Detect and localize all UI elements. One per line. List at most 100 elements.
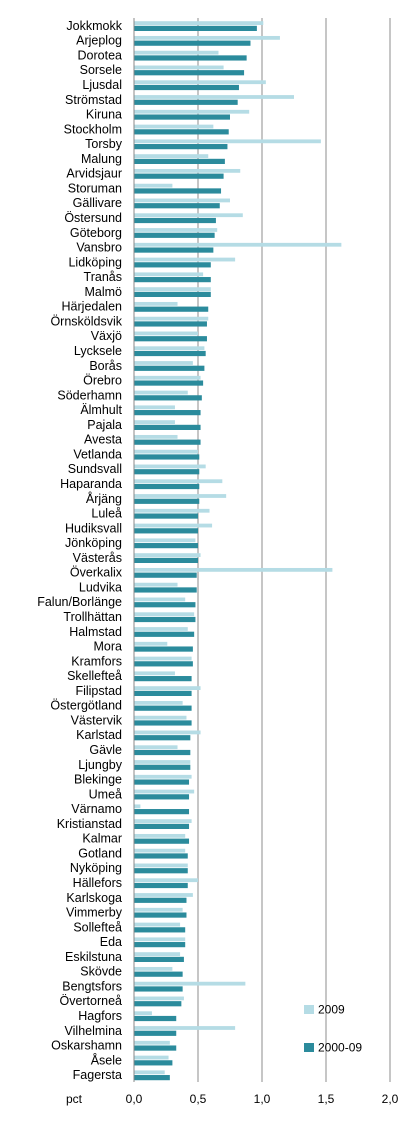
category-label: Gävle (89, 743, 122, 757)
bar-2000-09 (134, 587, 197, 593)
bar-2000-09 (134, 469, 200, 475)
category-label: Pajala (87, 418, 122, 432)
bar-2009 (134, 656, 192, 661)
bar-2000-09 (134, 912, 187, 918)
category-label: Örnsköldsvik (50, 314, 122, 328)
bar-2000-09 (134, 306, 209, 312)
bar-2009 (134, 937, 186, 942)
bar-2000-09 (134, 336, 207, 342)
x-tick-label: 2,0 (382, 1092, 399, 1106)
category-label: Kristianstad (57, 817, 122, 831)
bar-2009 (134, 1040, 170, 1045)
bar-2009 (134, 124, 214, 129)
category-label: Östersund (64, 211, 122, 225)
bar-2000-09 (134, 380, 204, 386)
legend-swatch (304, 1005, 314, 1014)
bar-2009 (134, 109, 250, 114)
bar-2000-09 (134, 321, 207, 327)
bar-2000-09 (134, 395, 202, 401)
category-label: Hudiksvall (65, 521, 122, 535)
bar-2000-09 (134, 350, 206, 357)
bar-2009 (134, 760, 191, 764)
bar-2000-09 (134, 55, 247, 61)
bar-2000-09 (134, 735, 191, 741)
bar-2009 (134, 494, 227, 498)
bar-2009 (134, 878, 198, 883)
bar-2009 (134, 21, 264, 25)
category-label: Oskarshamn (51, 1039, 122, 1053)
legend-label: 2000-09 (318, 1041, 362, 1055)
bar-2009 (134, 715, 187, 720)
category-label: Ljungby (78, 758, 123, 772)
x-tick-label: 0,0 (126, 1092, 143, 1106)
bar-2009 (134, 848, 186, 853)
bar-2000-09 (134, 616, 196, 623)
bar-2009 (134, 893, 193, 897)
category-label: Ludvika (79, 580, 122, 594)
category-label: Överkalix (70, 566, 123, 580)
category-label: Umeå (89, 787, 122, 801)
category-label: Karlstad (76, 728, 122, 742)
bar-2009 (134, 1070, 165, 1075)
bar-2009 (134, 434, 178, 439)
bar-2000-09 (134, 631, 195, 637)
bar-2000-09 (134, 99, 238, 105)
bar-2009 (134, 449, 198, 454)
category-label: Trollhättan (63, 610, 122, 624)
category-label: Lycksele (74, 344, 122, 358)
bar-2009 (134, 50, 219, 55)
category-label: Fagersta (73, 1068, 122, 1082)
bar-2000-09 (134, 528, 198, 534)
category-label: Västervik (71, 713, 123, 727)
bar-2009 (134, 863, 188, 868)
bar-2009 (134, 464, 206, 469)
bar-2009 (134, 390, 188, 395)
bar-2000-09 (134, 764, 191, 770)
category-labels: JokkmokkArjeplogDoroteaSorseleLjusdalStr… (37, 19, 123, 1082)
bar-2009 (134, 567, 333, 572)
category-label: Hagfors (78, 1009, 122, 1023)
category-label: Vetlanda (73, 447, 122, 461)
bar-2000-09 (134, 749, 191, 756)
category-label: Göteborg (70, 226, 122, 240)
bar-2000-09 (134, 602, 196, 608)
bar-2009 (134, 301, 178, 306)
category-label: Halmstad (69, 625, 122, 639)
bar-2009 (134, 80, 266, 85)
category-label: Sundsvall (68, 462, 122, 476)
category-label: Sorsele (80, 63, 122, 77)
bar-2009 (134, 228, 218, 232)
bar-2000-09 (134, 70, 245, 76)
bar-2000-09 (134, 720, 192, 726)
bar-2000-09 (134, 498, 200, 504)
category-label: Mora (94, 640, 123, 654)
category-label: Sollefteå (73, 920, 122, 934)
bar-2009 (134, 582, 178, 587)
bar-2000-09 (134, 84, 239, 91)
category-label: Filipstad (75, 684, 122, 698)
bar-2009 (134, 833, 186, 838)
category-label: Kramfors (71, 654, 122, 668)
bar-2009 (134, 553, 201, 557)
category-label: Älmhult (80, 403, 122, 417)
bar-2009 (134, 35, 280, 40)
category-label: Skellefteå (67, 669, 122, 683)
bar-2009 (134, 523, 213, 528)
category-label: Jokkmokk (66, 19, 122, 33)
bar-2000-09 (134, 277, 211, 283)
bar-2000-09 (134, 971, 183, 977)
bar-2000-09 (134, 25, 257, 31)
bar-2000-09 (134, 232, 215, 238)
category-label: Åsele (91, 1052, 122, 1067)
bar-2000-09 (134, 882, 188, 889)
category-label: Övertorneå (59, 994, 122, 1008)
bar-2000-09 (134, 513, 198, 519)
bar-2009 (134, 198, 230, 203)
bar-2009 (134, 139, 321, 144)
bar-2000-09 (134, 942, 186, 948)
category-label: Kiruna (86, 108, 122, 122)
category-label: Torsby (85, 137, 123, 151)
category-label: Vimmerby (66, 906, 123, 920)
bar-2009 (134, 375, 201, 380)
bar-2009 (134, 966, 173, 971)
